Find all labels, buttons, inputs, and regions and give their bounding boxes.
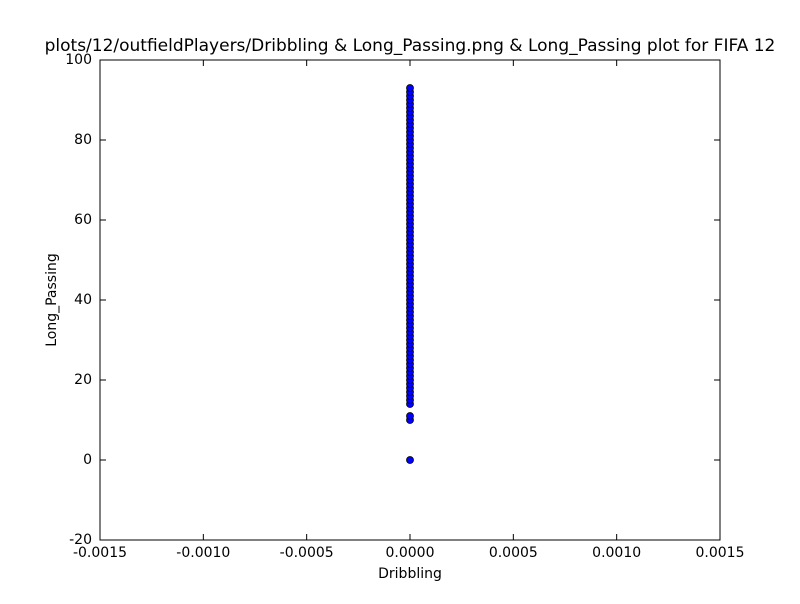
x-tick-label: 0.0000 [386,545,435,561]
y-axis-label: Long_Passing [44,253,60,347]
y-tick-label: -20 [69,532,92,548]
x-axis-label: Dribbling [378,566,442,582]
y-tick-label: 100 [65,52,92,68]
y-tick-label: 20 [74,372,92,388]
x-tick-label: 0.0005 [489,545,538,561]
x-tick-label: -0.0015 [73,545,127,561]
x-tick-label: 0.0015 [696,545,745,561]
plot-frame [99,59,721,541]
x-tick-label: -0.0005 [280,545,334,561]
x-tick-label: 0.0010 [592,545,641,561]
y-tick-label: 40 [74,292,92,308]
y-tick-label: 0 [83,452,92,468]
y-tick-label: 80 [74,132,92,148]
x-tick-label: -0.0010 [176,545,230,561]
y-tick-label: 60 [74,212,92,228]
point [406,456,414,464]
chart-title: plots/12/outfieldPlayers/Dribbling & Lon… [45,36,776,56]
point [406,84,414,92]
point [406,412,414,420]
